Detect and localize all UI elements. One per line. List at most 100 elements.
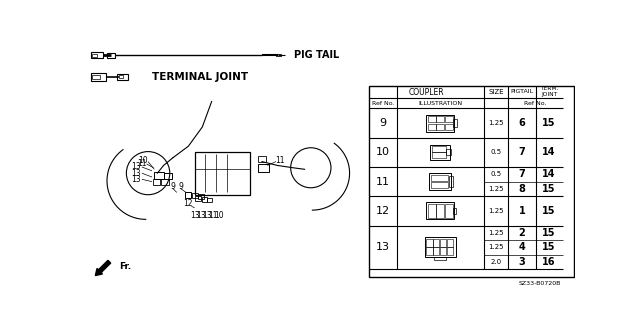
Text: 4: 4: [519, 243, 525, 252]
Text: 1.25: 1.25: [488, 120, 504, 126]
Text: 10: 10: [376, 147, 390, 157]
Bar: [426, 247, 433, 255]
Text: 12: 12: [376, 206, 390, 216]
Bar: [434, 257, 447, 260]
Text: 8: 8: [519, 184, 525, 194]
Text: 16: 16: [543, 257, 556, 267]
Text: 14: 14: [543, 169, 556, 179]
Text: 1.25: 1.25: [488, 208, 504, 214]
Bar: [440, 247, 447, 255]
Bar: [445, 149, 451, 156]
Text: 11: 11: [275, 156, 284, 164]
Text: 14: 14: [543, 147, 556, 157]
Bar: [426, 115, 454, 132]
Text: 7: 7: [519, 169, 525, 179]
Text: 15: 15: [543, 184, 556, 194]
Bar: [201, 197, 207, 202]
Bar: [92, 54, 97, 57]
Bar: [447, 239, 454, 247]
Text: Ref No.: Ref No.: [372, 101, 394, 106]
Text: TERM.
JOINT: TERM. JOINT: [540, 86, 558, 97]
Bar: [426, 239, 433, 247]
Bar: [432, 146, 445, 152]
Bar: [433, 239, 440, 247]
Bar: [436, 116, 444, 122]
Bar: [428, 204, 436, 218]
Bar: [433, 247, 440, 255]
Text: 9: 9: [171, 182, 175, 191]
Text: 15: 15: [543, 243, 556, 252]
Bar: [161, 179, 169, 185]
Bar: [430, 145, 450, 160]
Text: 7: 7: [519, 147, 525, 157]
Text: 11: 11: [208, 211, 218, 220]
Text: 13: 13: [190, 211, 199, 220]
Bar: [194, 152, 250, 195]
Text: TERMINAL JOINT: TERMINAL JOINT: [152, 72, 248, 82]
Text: 3: 3: [519, 257, 525, 267]
Bar: [445, 204, 452, 218]
Text: 13: 13: [202, 211, 212, 220]
Bar: [425, 237, 456, 258]
Bar: [194, 196, 201, 201]
Text: 6: 6: [519, 118, 525, 128]
Text: 0.5: 0.5: [491, 149, 502, 155]
Text: 13: 13: [132, 169, 141, 178]
Bar: [445, 124, 452, 130]
Text: 10: 10: [215, 211, 224, 220]
Text: 11: 11: [137, 159, 146, 168]
Bar: [258, 156, 266, 162]
Text: PIG TAIL: PIG TAIL: [294, 50, 339, 60]
Bar: [276, 54, 281, 57]
Text: 2: 2: [519, 228, 525, 238]
Bar: [154, 172, 164, 179]
Bar: [452, 208, 456, 214]
Text: 15: 15: [543, 228, 556, 238]
Bar: [199, 194, 204, 198]
Bar: [119, 75, 123, 78]
Text: 2.0: 2.0: [491, 259, 502, 265]
Bar: [192, 193, 197, 198]
Bar: [431, 182, 448, 188]
Text: Ref No.: Ref No.: [525, 101, 547, 106]
Text: 15: 15: [543, 118, 556, 128]
Bar: [117, 74, 128, 80]
Bar: [258, 164, 269, 172]
Text: 0.5: 0.5: [491, 171, 502, 177]
Text: SZ33-B0720B: SZ33-B0720B: [518, 281, 560, 286]
Bar: [91, 52, 103, 59]
Bar: [164, 173, 172, 179]
Text: 13: 13: [132, 163, 141, 172]
Text: PIGTAIL: PIGTAIL: [511, 89, 534, 94]
Bar: [426, 203, 454, 219]
Text: 13: 13: [132, 175, 141, 184]
Bar: [369, 86, 574, 277]
Bar: [153, 179, 160, 185]
Text: COUPLER: COUPLER: [408, 88, 444, 97]
Text: 13: 13: [196, 211, 206, 220]
Bar: [436, 124, 444, 130]
Bar: [454, 119, 456, 127]
Text: 10: 10: [139, 156, 148, 164]
Bar: [429, 173, 451, 190]
Bar: [428, 124, 436, 130]
Bar: [185, 192, 192, 198]
Text: 11: 11: [376, 177, 390, 187]
Text: 13: 13: [376, 243, 390, 252]
Text: 1: 1: [519, 206, 525, 216]
Text: SIZE: SIZE: [488, 89, 504, 95]
Bar: [428, 116, 436, 122]
Bar: [445, 116, 452, 122]
Text: ILLUSTRATION: ILLUSTRATION: [418, 101, 462, 106]
Bar: [92, 75, 100, 79]
Text: 9: 9: [178, 182, 183, 191]
FancyArrow shape: [95, 260, 111, 276]
Text: 1.25: 1.25: [488, 230, 504, 236]
Text: 1.25: 1.25: [488, 244, 504, 251]
Text: 12: 12: [183, 199, 193, 208]
Bar: [432, 152, 445, 158]
Bar: [436, 204, 444, 218]
Bar: [449, 176, 452, 187]
Text: 1.25: 1.25: [488, 186, 504, 192]
Bar: [207, 198, 212, 202]
